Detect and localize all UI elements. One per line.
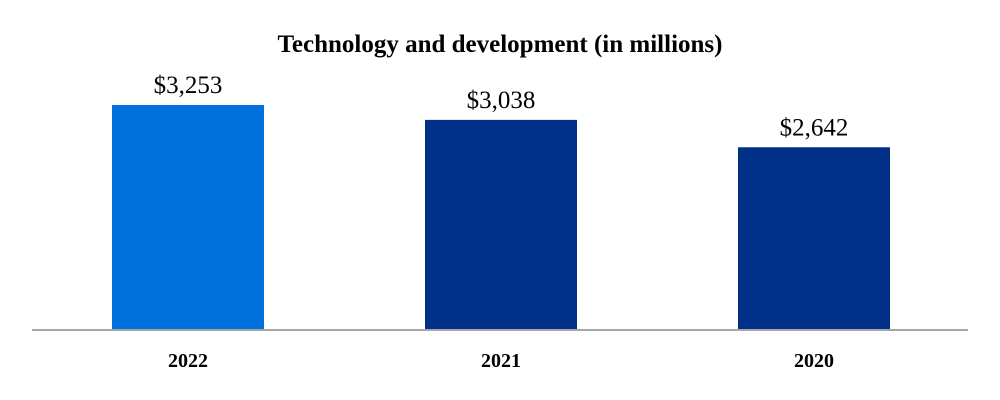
bar-2020 xyxy=(738,147,890,330)
x-tick-label-2020: 2020 xyxy=(794,350,834,372)
data-label-2022: $3,253 xyxy=(154,72,223,99)
bar-2022 xyxy=(112,105,264,330)
bar-2021 xyxy=(425,119,577,331)
bars-group: $3,253 2022 $3,038 2021 $2,642 2020 xyxy=(112,72,890,372)
chart-title: Technology and development (in millions) xyxy=(278,31,723,58)
data-label-2021: $3,038 xyxy=(467,87,536,114)
x-tick-label-2021: 2021 xyxy=(481,350,521,372)
data-label-2020: $2,642 xyxy=(780,114,849,141)
x-tick-label-2022: 2022 xyxy=(168,350,208,372)
